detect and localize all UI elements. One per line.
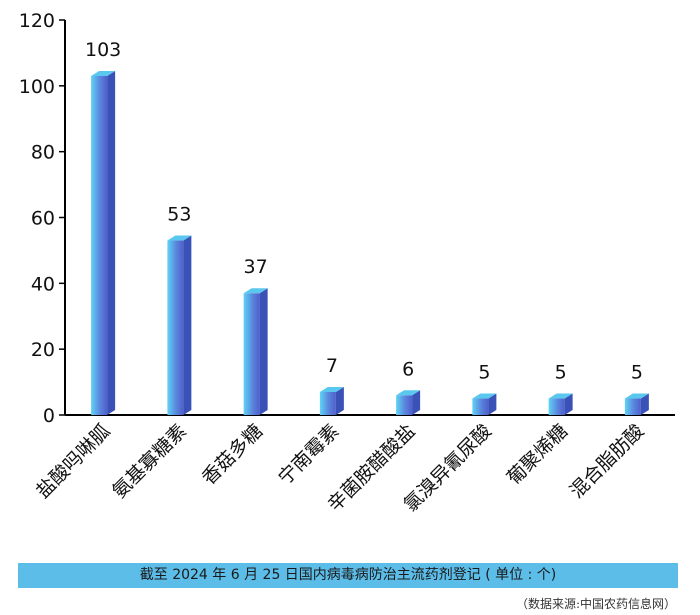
y-tick-label: 40 [31, 273, 55, 295]
bar-side [564, 393, 573, 415]
x-tick-label: 混合脂肪酸 [566, 420, 649, 503]
bar-front [319, 391, 336, 415]
bar-front [91, 75, 108, 415]
y-tick-label: 20 [31, 339, 55, 361]
x-tick-label: 宁南霉素 [274, 420, 343, 489]
bar-side [640, 393, 649, 415]
x-tick-label: 盐酸吗啉胍 [32, 420, 115, 503]
bar-value-label: 7 [326, 355, 338, 377]
x-tick-label: 葡聚烯糖 [503, 420, 572, 489]
bar-front [243, 293, 260, 415]
y-tick-label: 60 [31, 208, 55, 230]
y-tick-label: 100 [19, 76, 55, 98]
bar-top [91, 70, 116, 76]
y-tick-label: 120 [19, 10, 55, 32]
bar-side [259, 288, 268, 415]
x-tick-label: 氨基寡糖素 [108, 420, 191, 503]
bar-7 [548, 393, 573, 415]
bar-top [624, 393, 649, 399]
bar-front [396, 395, 413, 415]
data-source-note: （数据来源:中国农药信息网） [515, 597, 676, 611]
bar-1 [91, 70, 116, 415]
bar-3 [243, 288, 268, 415]
bar-value-label: 5 [631, 362, 643, 384]
x-tick-label: 香菇多糖 [198, 420, 267, 489]
y-tick-label: 80 [31, 142, 55, 164]
bar-value-label: 103 [85, 39, 121, 61]
bar-side [107, 70, 116, 415]
bar-side [488, 393, 497, 415]
bar-front [548, 398, 565, 415]
bar-top [472, 393, 497, 399]
bar-side [183, 235, 192, 415]
bar-front [167, 240, 184, 415]
bar-top [243, 288, 268, 294]
bar-value-label: 6 [402, 358, 414, 380]
bar-front [624, 398, 641, 415]
bar-top [548, 393, 573, 399]
bar-2 [167, 235, 192, 415]
bar-5 [396, 390, 421, 415]
y-tick-label: 0 [43, 405, 55, 427]
bar-value-label: 37 [244, 256, 268, 278]
bar-side [335, 386, 344, 415]
bar-value-label: 53 [167, 204, 191, 226]
bar-8 [624, 393, 649, 415]
bar-chart: 0 20 40 60 80 100 120 103 53 37 7 6 5 5 5 盐酸吗啉胍氨基寡糖素香… [19, 10, 675, 516]
bar-value-label: 5 [555, 362, 567, 384]
chart-caption: 截至 2024 年 6 月 25 日国内病毒病防治主流药剂登记 ( 单位 : 个… [18, 563, 678, 588]
bar-value-label: 5 [478, 362, 490, 384]
bar-front [472, 398, 489, 415]
bar-top [319, 386, 344, 392]
bar-6 [472, 393, 497, 415]
bar-4 [319, 386, 344, 415]
bar-top [167, 235, 192, 241]
bar-side [412, 390, 421, 415]
bar-top [396, 390, 421, 396]
